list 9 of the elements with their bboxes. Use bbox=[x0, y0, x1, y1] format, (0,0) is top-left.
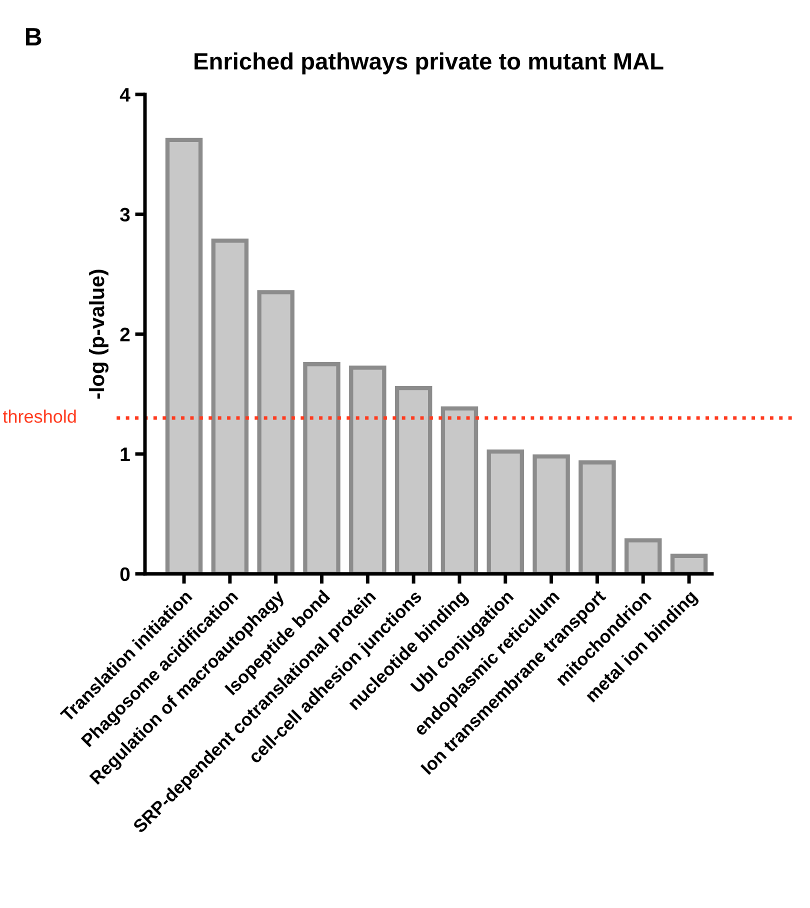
text: B bbox=[26, 28, 42, 46]
y-tick-label: 2 bbox=[120, 328, 130, 342]
chart-title: Enriched pathways private to mutant MAL bbox=[194, 52, 664, 74]
y-tick-label: 4 bbox=[120, 88, 130, 102]
y-axis-title: -log (p-value) bbox=[88, 270, 108, 399]
y-tick-label: 1 bbox=[120, 448, 130, 462]
y-tick-label: 0 bbox=[120, 567, 130, 582]
y-tick-label: 3 bbox=[120, 208, 130, 222]
ref-line-label: threshold bbox=[2, 410, 76, 423]
